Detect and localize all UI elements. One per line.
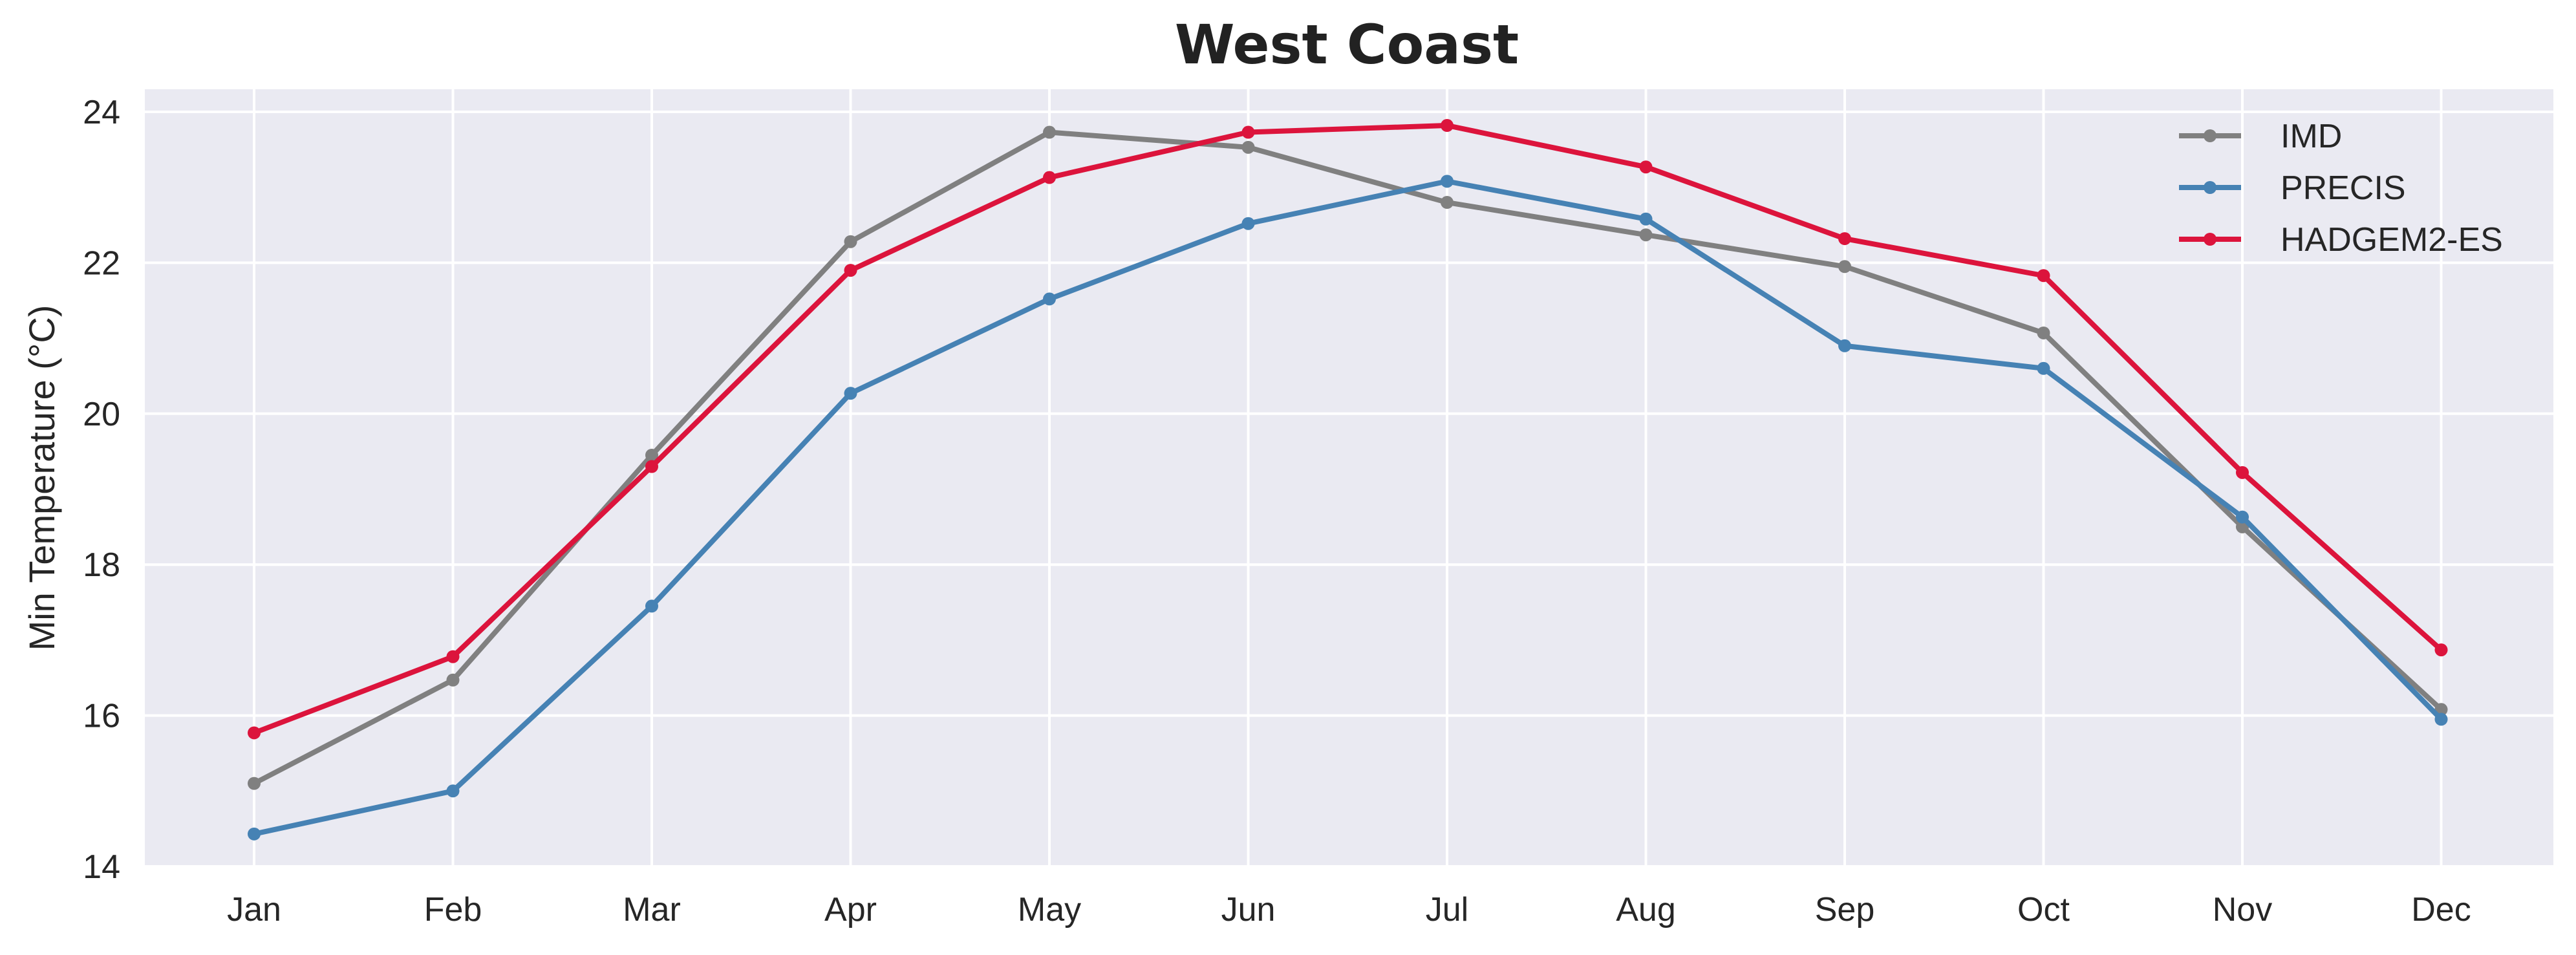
data-point — [645, 599, 658, 613]
data-point — [1639, 228, 1653, 242]
data-point — [1838, 232, 1851, 246]
legend-marker — [2204, 181, 2216, 194]
data-point — [844, 264, 857, 277]
data-point — [645, 448, 658, 462]
y-tick-label: 24 — [83, 94, 120, 131]
legend-entry: PRECIS — [2179, 169, 2406, 207]
legend-marker — [2204, 129, 2216, 142]
data-point — [2037, 361, 2050, 375]
x-tick-label: Dec — [2411, 891, 2471, 928]
legend-marker — [2204, 233, 2216, 246]
data-point — [248, 726, 261, 740]
data-point — [248, 827, 261, 841]
y-tick-label: 18 — [83, 546, 120, 584]
y-tick-label: 22 — [83, 244, 120, 282]
data-point — [2434, 643, 2448, 657]
data-point — [1241, 140, 1255, 154]
x-tick-label: Feb — [424, 891, 482, 928]
data-point — [446, 650, 460, 663]
data-point — [248, 777, 261, 790]
data-point — [1441, 175, 1454, 188]
legend: IMD PRECIS HADGEM2-ES — [2179, 118, 2503, 259]
x-tick-label: Mar — [623, 891, 681, 928]
y-tick-label: 16 — [83, 698, 120, 735]
data-point — [1043, 171, 1056, 184]
y-tick-label: 20 — [83, 396, 120, 433]
data-point — [2236, 510, 2249, 524]
data-point — [2434, 713, 2448, 726]
x-tick-label: Jun — [1221, 891, 1276, 928]
data-point — [446, 784, 460, 798]
y-tick-label: 14 — [83, 848, 120, 886]
legend-label: IMD — [2281, 118, 2342, 155]
data-point — [2037, 326, 2050, 339]
chart-title: West Coast — [1175, 13, 1519, 76]
series-line — [252, 123, 2444, 736]
series-precis — [248, 175, 2448, 841]
data-point — [1441, 196, 1454, 209]
x-tick-label: Aug — [1616, 891, 1676, 928]
x-tick-labels: Jan Feb Mar Apr May Jun Jul Aug Sep Oct Nov Dec — [227, 891, 2471, 928]
legend-entry: IMD — [2179, 118, 2342, 155]
y-axis-label: Min Temperature (°C) — [21, 305, 62, 651]
y-tick-labels: 14 16 18 20 22 24 — [83, 94, 120, 886]
data-point — [1639, 160, 1653, 174]
legend-entry: HADGEM2-ES — [2179, 221, 2503, 259]
series-hadgem2-es — [248, 119, 2448, 740]
series-line — [252, 178, 2444, 837]
data-point — [844, 235, 857, 248]
data-point — [645, 460, 658, 473]
x-tick-label: Nov — [2213, 891, 2272, 928]
data-point — [1838, 260, 1851, 274]
x-tick-label: May — [1018, 891, 1081, 928]
data-point — [844, 387, 857, 400]
data-point — [1241, 125, 1255, 139]
data-point — [2236, 466, 2249, 479]
x-tick-label: Apr — [824, 891, 877, 928]
data-point — [1043, 292, 1056, 306]
data-point — [1241, 217, 1255, 230]
series-line — [252, 129, 2444, 786]
x-tick-label: Oct — [2017, 891, 2070, 928]
data-point — [1043, 125, 1056, 139]
plot-area — [145, 89, 2553, 866]
x-tick-label: Jan — [227, 891, 281, 928]
data-point — [2037, 269, 2050, 283]
data-point — [1639, 212, 1653, 226]
series-imd — [248, 125, 2448, 790]
data-point — [446, 673, 460, 687]
x-tick-label: Jul — [1426, 891, 1468, 928]
x-tick-label: Sep — [1815, 891, 1875, 928]
legend-label: PRECIS — [2281, 169, 2406, 207]
data-point — [1838, 339, 1851, 352]
series-layer — [248, 119, 2448, 841]
data-point — [1441, 119, 1454, 133]
legend-label: HADGEM2-ES — [2281, 221, 2503, 259]
